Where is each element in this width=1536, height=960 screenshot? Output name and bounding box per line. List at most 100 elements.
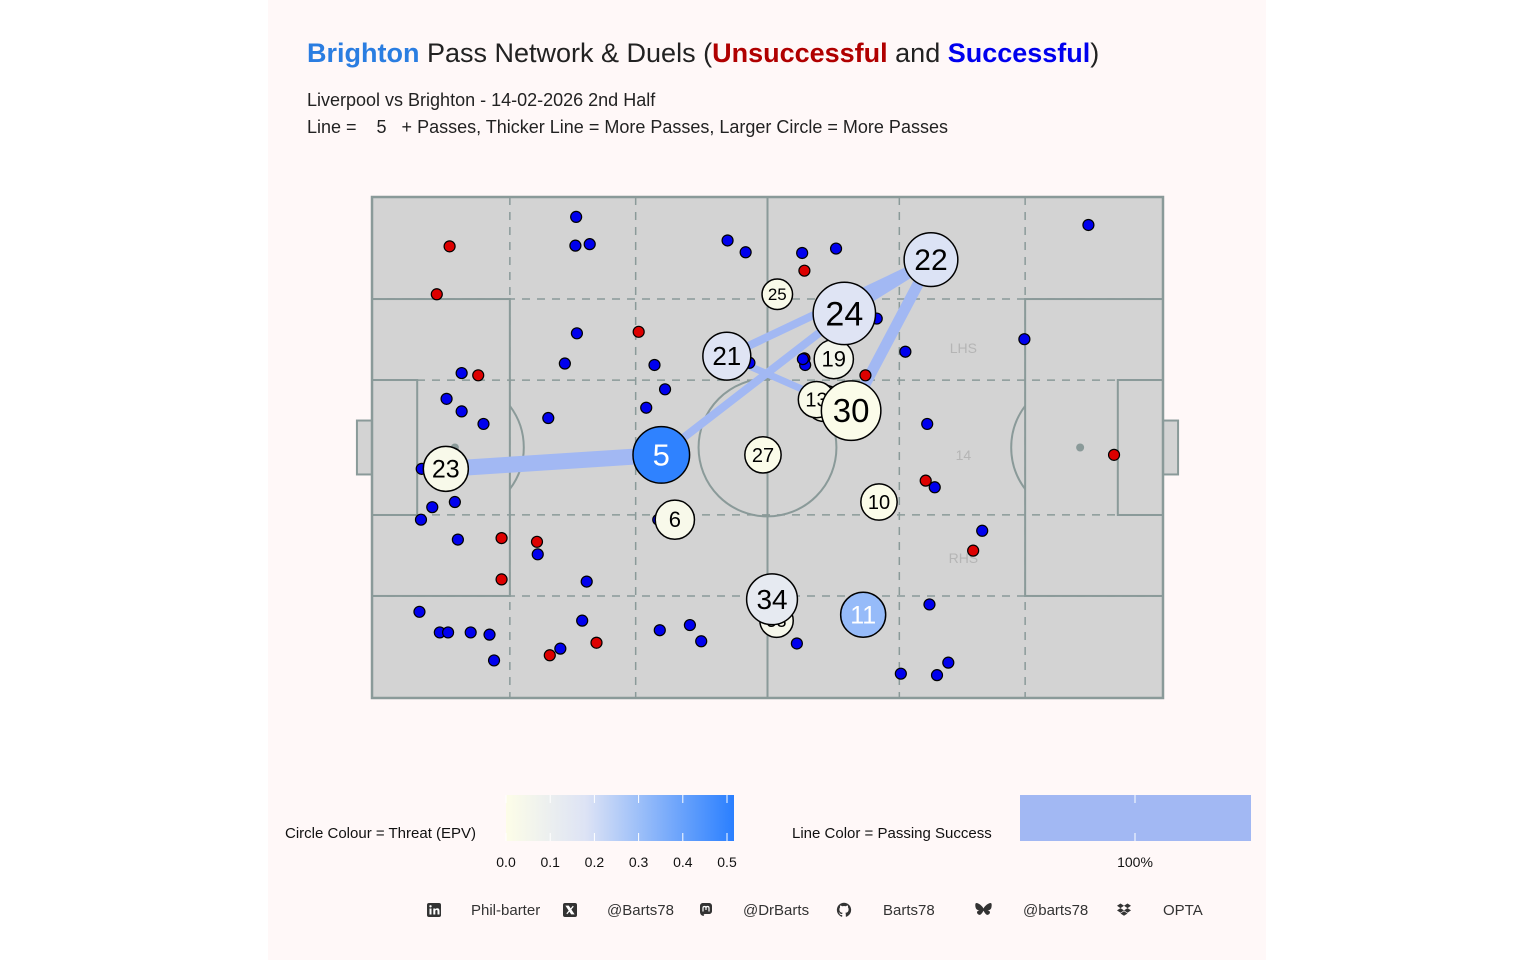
footer-credits: Phil-barter @Barts78 @DrBarts Barts78 @b… (0, 900, 1536, 924)
duel-successful (921, 417, 934, 431)
duel-successful (464, 626, 477, 639)
duel-successful (483, 628, 496, 641)
duel-unsuccessful (495, 532, 508, 545)
right-penalty-arc (1010, 405, 1026, 490)
duel-successful (928, 481, 941, 494)
player-node-5: 5 (632, 425, 691, 484)
player-node-11: 11 (839, 591, 887, 638)
footer-mastodon-handle[interactable]: @DrBarts (743, 902, 810, 919)
player-circle (745, 573, 799, 626)
duel-successful (451, 533, 464, 546)
player-circle (903, 232, 959, 288)
left-goal (355, 419, 373, 476)
duel-unsuccessful (530, 535, 544, 548)
duel-unsuccessful (632, 325, 645, 338)
duel-unsuccessful (472, 369, 485, 382)
epv-tick-label: 0.2 (584, 854, 605, 870)
pass-link-23-5 (445, 446, 662, 477)
right-goal (1162, 419, 1180, 476)
duel-successful (554, 642, 567, 655)
chart-subtitle-legend: Line = 5 + Passes, Thicker Line = More P… (307, 117, 948, 137)
duel-successful (829, 242, 843, 255)
player-number: 21 (712, 341, 741, 371)
duel-successful (739, 246, 752, 259)
player-circle (820, 380, 882, 442)
player-node-21: 21 (702, 331, 752, 381)
zone-label-lhs: LHS (950, 340, 977, 356)
duel-unsuccessful (443, 240, 456, 253)
duel-successful (477, 417, 490, 431)
duel-successful (569, 239, 582, 252)
title-team: Brighton (307, 38, 420, 68)
github-icon[interactable] (836, 902, 852, 918)
player-circle (812, 281, 877, 346)
player-node-10: 10 (860, 483, 898, 521)
duel-successful (923, 598, 936, 611)
duel-successful (790, 637, 803, 650)
duel-successful (721, 234, 734, 247)
player-circle (839, 591, 887, 638)
duel-successful (583, 238, 596, 251)
footer-x-handle[interactable]: @Barts78 (607, 902, 674, 919)
title-successful: Successful (947, 38, 1091, 68)
player-number: 30 (833, 392, 870, 429)
player-node-19: 19 (813, 338, 855, 380)
duel-successful (531, 548, 544, 561)
player-circle (632, 425, 691, 484)
duel-successful (930, 669, 944, 682)
player-number: 5 (653, 438, 670, 473)
duel-successful (570, 210, 583, 223)
zone-label-centre: 14 (956, 447, 972, 463)
epv-legend-title: Circle Colour = Threat (EPV) (285, 825, 477, 842)
duel-successful (441, 626, 455, 639)
duel-successful (648, 358, 661, 372)
duel-unsuccessful (919, 474, 932, 487)
bluesky-butterfly-icon[interactable] (974, 902, 993, 918)
player-circle (860, 483, 898, 521)
player-node-23: 23 (422, 445, 470, 493)
player-node-27: 27 (744, 435, 782, 474)
duel-unsuccessful (967, 544, 980, 557)
player-node-22: 22 (903, 232, 959, 288)
passing-legend-tick-label: 100% (1117, 854, 1153, 870)
duel-successful (448, 495, 461, 509)
duel-successful (796, 352, 810, 366)
epv-tick-label: 0.4 (673, 854, 693, 870)
footer-github-handle[interactable]: Barts78 (883, 902, 935, 919)
x-twitter-icon[interactable] (562, 902, 578, 918)
duel-successful (658, 383, 672, 396)
player-number: 25 (768, 285, 787, 304)
player-number: 23 (432, 455, 460, 483)
linkedin-icon[interactable] (426, 902, 442, 918)
player-node-34: 34 (745, 573, 799, 626)
legend-bars (505, 795, 1251, 841)
duel-unsuccessful (495, 573, 508, 586)
epv-tick-label: 0.0 (496, 854, 516, 870)
duel-successful (580, 575, 593, 588)
player-number: 6 (669, 507, 681, 532)
player-nodes: 255317132710196231121342253024 (422, 232, 959, 639)
player-number: 34 (756, 584, 787, 615)
player-circle (422, 445, 470, 493)
title-and: and (887, 38, 948, 68)
player-node-25: 25 (761, 278, 794, 311)
duel-unsuccessful (798, 264, 811, 277)
epv-tick-label: 0.3 (628, 854, 649, 870)
duel-successful (942, 656, 955, 669)
left-penalty-arc (509, 405, 525, 490)
mastodon-icon[interactable] (698, 902, 714, 918)
player-node-24: 24 (812, 281, 877, 346)
footer-bluesky-handle[interactable]: @barts78 (1023, 902, 1089, 919)
duel-unsuccessful (859, 369, 872, 382)
duel-successful (1018, 333, 1031, 346)
dropbox-icon[interactable] (1116, 902, 1132, 918)
footer-linkedin-handle[interactable]: Phil-barter (471, 902, 541, 919)
epv-colorbar (506, 795, 734, 841)
duel-successful (570, 327, 584, 340)
duel-unsuccessful (430, 288, 443, 301)
player-number: 11 (850, 601, 876, 629)
player-number: 19 (822, 347, 846, 372)
duel-successful (413, 605, 426, 618)
duel-successful (558, 357, 571, 370)
chart-title: Brighton Pass Network & Duels (Unsuccess… (307, 38, 1099, 69)
